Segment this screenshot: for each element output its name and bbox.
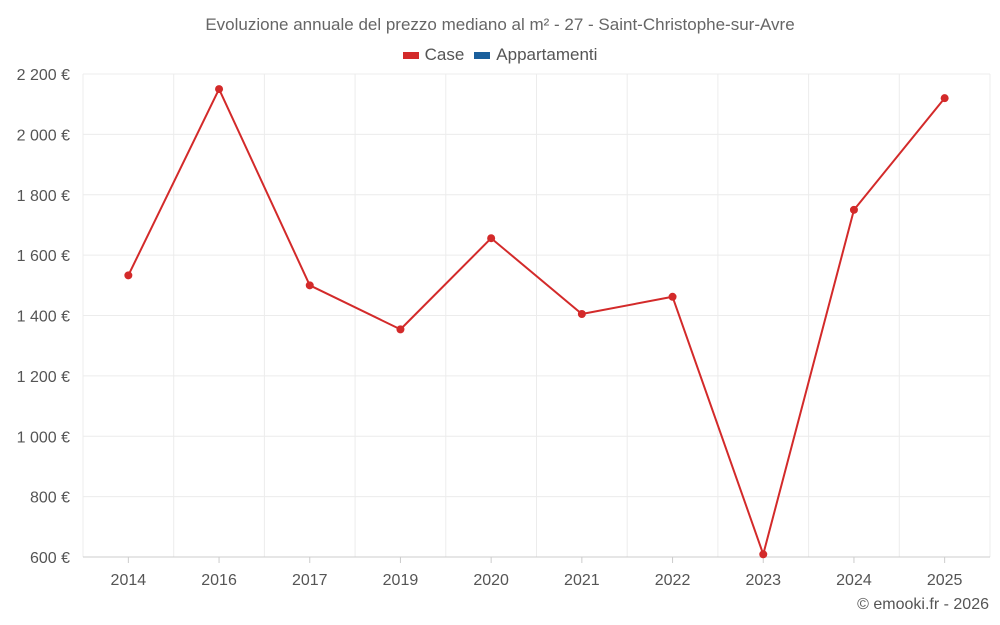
legend-item-appartamenti[interactable]: Appartamenti <box>474 45 597 65</box>
y-tick-label: 1 200 € <box>17 369 70 386</box>
x-tick-label: 2017 <box>292 572 328 589</box>
x-tick-label: 2020 <box>473 572 509 589</box>
y-tick-label: 1 800 € <box>17 188 70 205</box>
data-point <box>577 309 586 318</box>
y-tick-label: 2 000 € <box>17 127 70 144</box>
data-point <box>305 281 314 290</box>
y-tick-label: 2 200 € <box>17 67 70 84</box>
data-point <box>940 94 949 103</box>
y-tick-label: 600 € <box>30 550 70 567</box>
x-tick-label: 2025 <box>927 572 963 589</box>
x-tick-label: 2023 <box>745 572 781 589</box>
y-tick-label: 1 000 € <box>17 429 70 446</box>
x-tick-label: 2014 <box>111 572 147 589</box>
legend-label-appartamenti: Appartamenti <box>496 45 598 64</box>
data-point <box>215 85 224 94</box>
data-point <box>849 205 858 214</box>
data-point <box>487 234 496 243</box>
y-tick-label: 1 600 € <box>17 248 70 265</box>
x-tick-label: 2024 <box>836 572 872 589</box>
x-tick-label: 2019 <box>383 572 419 589</box>
legend-label-case: Case <box>424 45 465 64</box>
data-point <box>124 271 133 280</box>
x-tick-label: 2021 <box>564 572 600 589</box>
data-point <box>396 325 405 334</box>
chart-title: Evoluzione annuale del prezzo mediano al… <box>205 15 795 34</box>
legend-item-case[interactable]: Case <box>402 45 465 65</box>
credit-text: © emooki.fr - 2026 <box>857 596 989 613</box>
data-point <box>668 292 677 301</box>
series-line-case <box>127 88 946 556</box>
x-tick-label: 2022 <box>655 572 691 589</box>
legend-swatch-appartamenti <box>474 51 491 59</box>
legend: Case Appartamenti <box>0 45 1000 65</box>
data-point <box>759 550 768 559</box>
y-tick-label: 1 400 € <box>17 309 70 326</box>
x-tick-label: 2016 <box>201 572 237 589</box>
y-tick-label: 800 € <box>30 490 70 507</box>
legend-swatch-case <box>402 51 419 59</box>
